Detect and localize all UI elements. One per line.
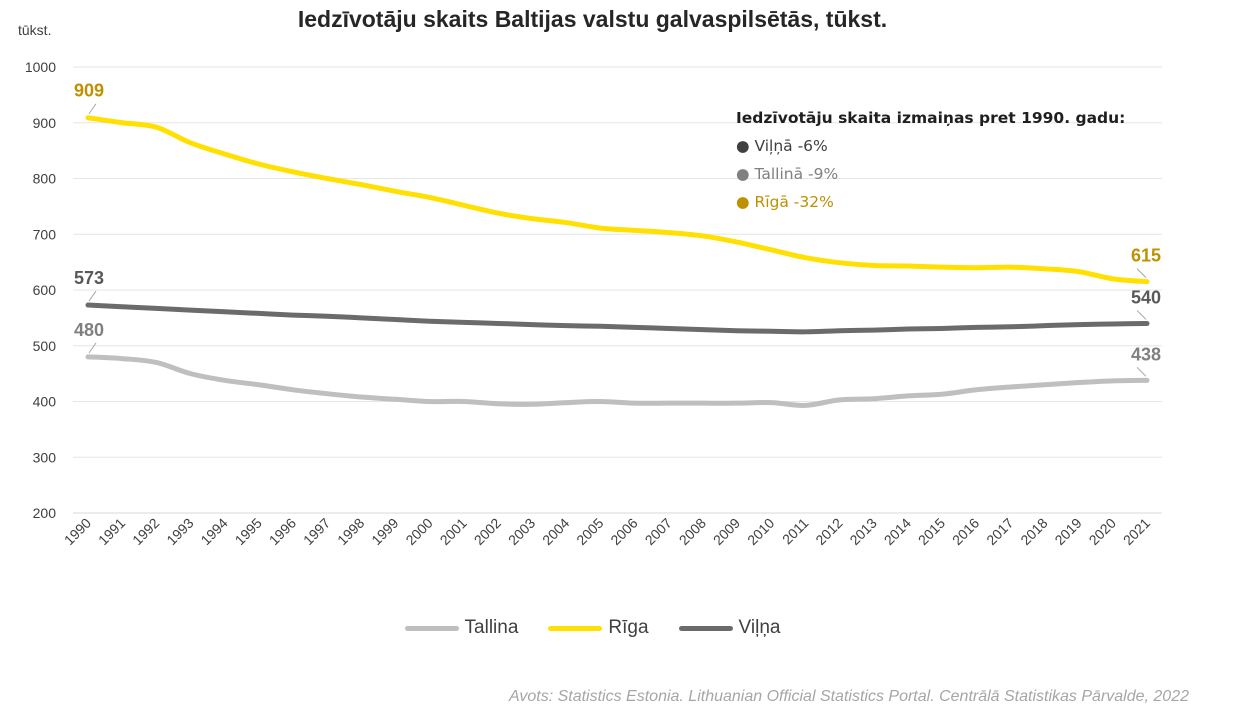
x-tick-label: 2010 bbox=[744, 515, 777, 548]
y-tick-label: 900 bbox=[33, 115, 57, 131]
y-tick-label: 400 bbox=[33, 394, 57, 410]
x-tick-label: 2006 bbox=[607, 515, 640, 548]
legend-swatch bbox=[404, 625, 459, 631]
x-tick-label: 2009 bbox=[710, 515, 743, 548]
change-note-item: ● Rīgā -32% bbox=[736, 193, 834, 211]
x-tick-label: 1991 bbox=[95, 515, 128, 548]
x-tick-label: 1994 bbox=[197, 515, 230, 548]
data-label: 909 bbox=[74, 81, 104, 101]
y-tick-labels: 200 300 400 500 600 700 800 900 1000 bbox=[25, 59, 56, 521]
x-tick-label: 2003 bbox=[505, 515, 538, 548]
x-tick-label: 1999 bbox=[368, 515, 401, 548]
data-label: 480 bbox=[74, 320, 104, 340]
gridlines bbox=[73, 66, 1162, 514]
legend-swatch bbox=[678, 625, 733, 631]
x-tick-label: 1990 bbox=[61, 515, 94, 548]
x-tick-label: 1993 bbox=[163, 515, 196, 548]
y-tick-label: 500 bbox=[33, 338, 57, 354]
x-tick-label: 1997 bbox=[300, 515, 333, 548]
x-tick-label: 2015 bbox=[915, 515, 948, 548]
legend-label: Viļņa bbox=[738, 617, 781, 638]
x-tick-label: 2005 bbox=[573, 515, 606, 548]
x-tick-label: 2021 bbox=[1120, 515, 1153, 548]
x-tick-label: 2007 bbox=[642, 515, 675, 548]
x-tick-label: 1995 bbox=[232, 515, 265, 548]
y-tick-label: 700 bbox=[33, 226, 57, 242]
series-lines bbox=[85, 115, 1150, 408]
series-line-tallina bbox=[85, 354, 1150, 408]
x-tick-label: 2008 bbox=[676, 515, 709, 548]
x-tick-labels: 1990 1991 1992 1993 1994 1995 1996 1997 1998 1999… bbox=[61, 515, 1153, 548]
leader-line bbox=[1136, 268, 1147, 278]
series-line-rīga bbox=[85, 115, 1150, 285]
change-note-item: ● Tallinā -9% bbox=[736, 165, 839, 183]
x-tick-label: 2012 bbox=[812, 515, 845, 548]
legend-item-riga: Rīga bbox=[548, 617, 649, 639]
y-tick-label: 300 bbox=[33, 449, 57, 465]
x-tick-label: 2019 bbox=[1051, 515, 1084, 548]
data-label: 615 bbox=[1131, 246, 1161, 266]
x-tick-label: 2014 bbox=[881, 515, 914, 548]
data-label: 540 bbox=[1131, 287, 1161, 307]
source-note: Avots: Statistics Estonia. Lithuanian Of… bbox=[508, 688, 1189, 705]
x-tick-label: 2000 bbox=[402, 515, 435, 548]
leader-line bbox=[88, 103, 97, 115]
leader-line bbox=[1136, 310, 1147, 320]
end-labels: 480 438 909 615 573 540 bbox=[74, 81, 1161, 377]
y-tick-label: 800 bbox=[33, 171, 57, 187]
legend-item-vilna: Viļņa bbox=[678, 617, 781, 639]
change-note-heading: Iedzīvotāju skaita izmaiņas pret 1990. g… bbox=[736, 109, 1126, 127]
change-note-item: ● Viļņā -6% bbox=[736, 137, 828, 155]
y-unit-label: tūkst. bbox=[18, 22, 52, 38]
data-label: 573 bbox=[74, 268, 104, 288]
series-line-viļņa bbox=[85, 302, 1150, 335]
y-tick-label: 1000 bbox=[25, 59, 56, 75]
x-tick-label: 1998 bbox=[334, 515, 367, 548]
leader-line bbox=[1136, 366, 1147, 377]
x-tick-label: 2004 bbox=[539, 515, 572, 548]
x-tick-label: 2001 bbox=[437, 515, 470, 548]
x-tick-label: 1992 bbox=[129, 515, 162, 548]
legend: Tallina Rīga Viļņa bbox=[0, 617, 1185, 639]
y-tick-label: 200 bbox=[33, 505, 57, 521]
legend-swatch bbox=[548, 625, 603, 631]
x-tick-label: 2017 bbox=[983, 515, 1016, 548]
legend-label: Rīga bbox=[608, 617, 649, 638]
x-tick-label: 2002 bbox=[471, 515, 504, 548]
x-tick-label: 2013 bbox=[846, 515, 879, 548]
x-tick-label: 2018 bbox=[1017, 515, 1050, 548]
leader-line bbox=[88, 290, 97, 302]
x-tick-label: 2020 bbox=[1086, 515, 1119, 548]
legend-item-tallina: Tallina bbox=[404, 617, 519, 639]
x-tick-label: 2016 bbox=[949, 515, 982, 548]
x-tick-label: 1996 bbox=[266, 515, 299, 548]
chart-title: Iedzīvotāju skaits Baltijas valstu galva… bbox=[297, 6, 888, 32]
legend-label: Tallina bbox=[464, 617, 519, 638]
x-tick-label: 2011 bbox=[779, 515, 812, 548]
data-label: 438 bbox=[1131, 344, 1161, 364]
y-tick-label: 600 bbox=[33, 282, 57, 298]
leader-line bbox=[88, 342, 97, 354]
change-note: Iedzīvotāju skaita izmaiņas pret 1990. g… bbox=[736, 104, 1125, 216]
